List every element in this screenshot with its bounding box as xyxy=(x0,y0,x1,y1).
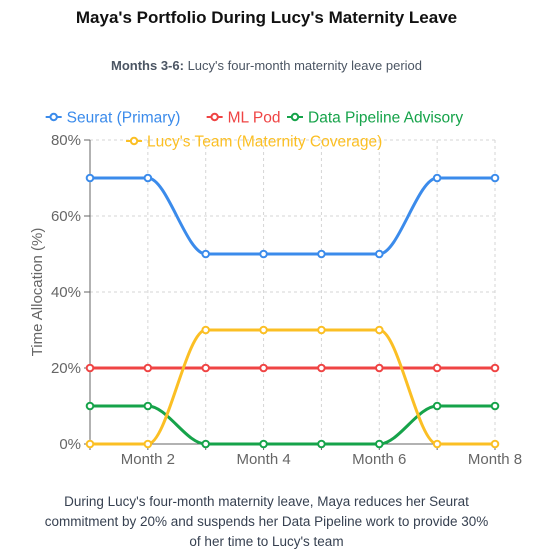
legend-swatch-marker xyxy=(129,136,139,146)
legend-label: Data Pipeline Advisory xyxy=(308,110,463,127)
subtitle-period: Months 3-6: xyxy=(111,58,184,73)
data-point-ml-pod xyxy=(143,363,153,373)
legend-item: Lucy's Team (Maternity Coverage) xyxy=(126,134,382,151)
data-point-lucys-team xyxy=(490,439,500,449)
chart-title: Maya's Portfolio During Lucy's Maternity… xyxy=(75,8,458,27)
series-ml-pod xyxy=(85,363,500,373)
series-seurat xyxy=(85,173,500,259)
y-tick-label: 20% xyxy=(51,360,81,377)
data-point-seurat xyxy=(85,173,95,183)
data-point-data-pipeline xyxy=(85,401,95,411)
legend-label: Lucy's Team (Maternity Coverage) xyxy=(147,134,382,151)
chart-subtitle: Months 3-6: Lucy's four-month maternity … xyxy=(0,58,533,73)
data-point-lucys-team xyxy=(374,325,384,335)
data-point-ml-pod xyxy=(374,363,384,373)
legend-swatch-marker xyxy=(290,112,300,122)
legend-item: ML Pod xyxy=(206,110,281,127)
y-tick-label: 40% xyxy=(51,284,81,301)
data-point-ml-pod xyxy=(432,363,442,373)
data-point-lucys-team xyxy=(432,439,442,449)
data-point-seurat xyxy=(374,249,384,259)
legend-label: ML Pod xyxy=(228,110,281,127)
data-point-data-pipeline xyxy=(374,439,384,449)
x-tick-label: Month 8 xyxy=(468,451,522,468)
x-tick-label: Month 4 xyxy=(236,451,290,468)
data-point-ml-pod xyxy=(259,363,268,373)
chart-caption: During Lucy's four-month maternity leave… xyxy=(44,494,489,549)
data-point-lucys-team xyxy=(143,439,153,449)
legend-item: Data Pipeline Advisory xyxy=(287,110,463,127)
legend-swatch-marker xyxy=(210,112,219,122)
line-chart: 0% 20% 40% 60% 80% Month 2 Month 4 Month 6 Month… xyxy=(29,110,522,469)
legend-swatch-marker xyxy=(49,112,58,122)
legend-label: Seurat (Primary) xyxy=(67,110,181,127)
series-lucys-team xyxy=(85,325,500,449)
data-point-lucys-team xyxy=(259,325,268,335)
data-point-seurat xyxy=(490,173,500,183)
data-point-ml-pod xyxy=(317,363,326,373)
data-point-seurat xyxy=(201,249,211,259)
data-point-data-pipeline xyxy=(259,439,268,449)
legend: Seurat (Primary) ML Pod Data Pipeline Advi… xyxy=(45,110,463,151)
data-point-lucys-team xyxy=(85,439,95,449)
data-point-seurat xyxy=(432,173,442,183)
data-point-data-pipeline xyxy=(432,401,442,411)
data-point-lucys-team xyxy=(317,325,326,335)
data-point-ml-pod xyxy=(201,363,211,373)
x-tick-label: Month 2 xyxy=(121,451,175,468)
data-point-data-pipeline xyxy=(317,439,326,449)
grid-lines xyxy=(89,139,496,445)
series-line-lucys-team xyxy=(90,328,495,446)
subtitle-description: Lucy's four-month maternity leave period xyxy=(183,58,422,73)
x-tick-label: Month 6 xyxy=(352,451,406,468)
data-point-ml-pod xyxy=(490,363,500,373)
data-point-lucys-team xyxy=(201,325,211,335)
y-axis-label: Time Allocation (%) xyxy=(29,228,46,357)
legend-item: Seurat (Primary) xyxy=(45,110,181,127)
data-point-seurat xyxy=(317,249,326,259)
y-tick-label: 0% xyxy=(59,436,81,453)
series-line-seurat xyxy=(90,176,495,256)
y-tick-label: 60% xyxy=(51,208,81,225)
series-line-data-pipeline xyxy=(90,404,495,446)
data-point-seurat xyxy=(259,249,268,259)
series-data-pipeline xyxy=(85,401,500,449)
data-point-data-pipeline xyxy=(201,439,211,449)
data-point-seurat xyxy=(143,173,153,183)
data-point-data-pipeline xyxy=(490,401,500,411)
data-point-ml-pod xyxy=(85,363,95,373)
y-tick-label: 80% xyxy=(51,132,81,149)
data-point-data-pipeline xyxy=(143,401,153,411)
